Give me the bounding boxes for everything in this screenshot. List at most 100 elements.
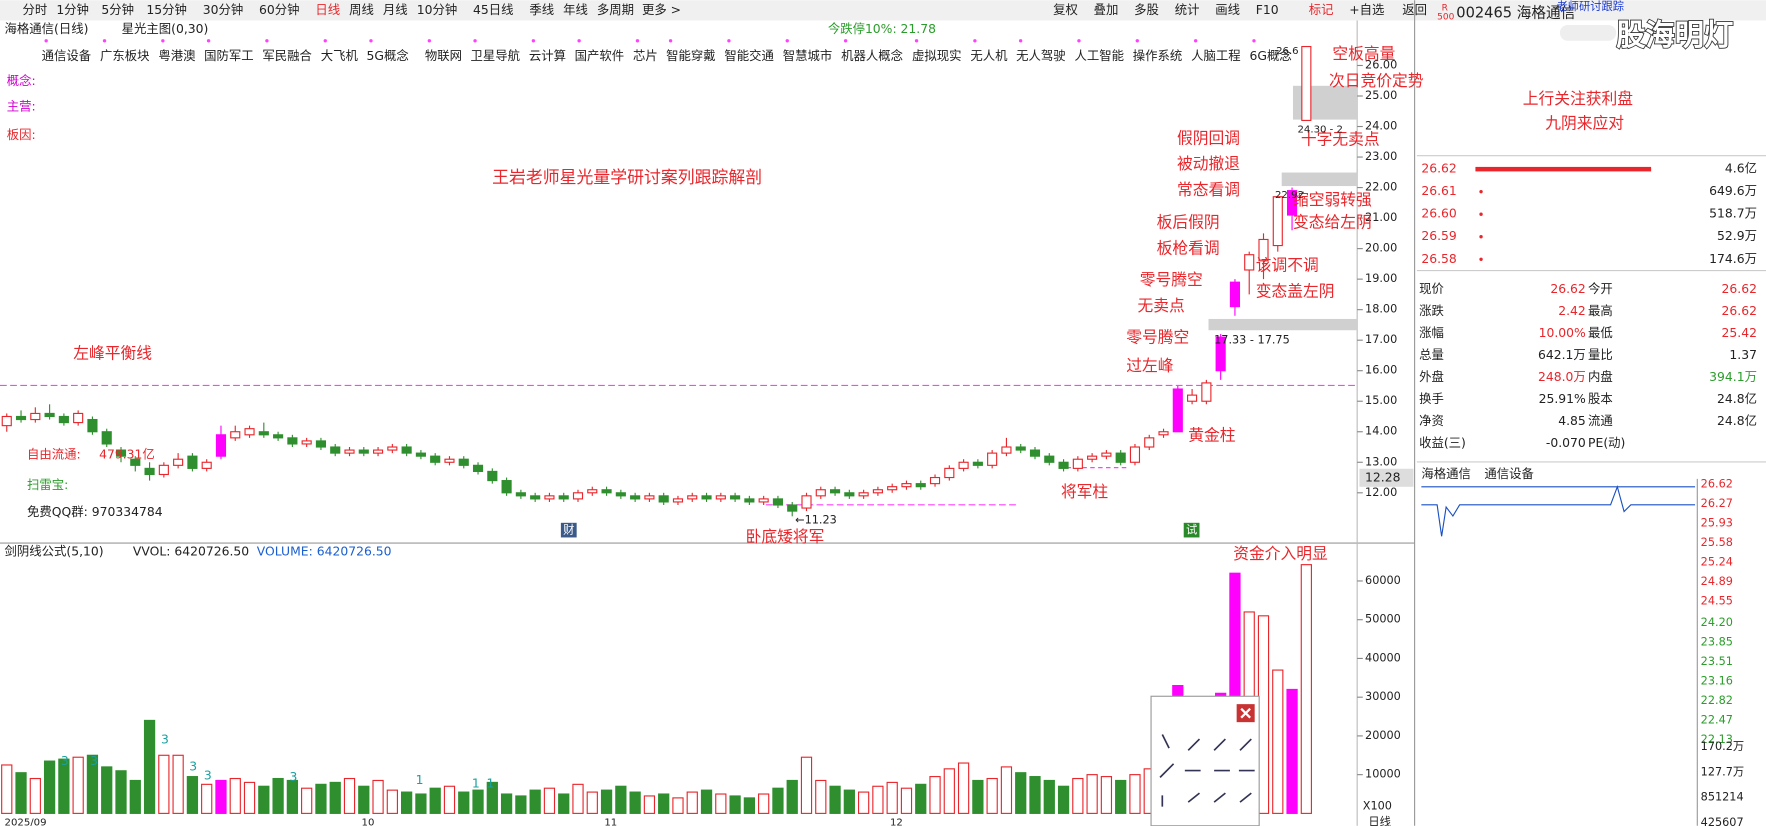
concept-tag: 广东板块 (100, 49, 150, 63)
volume-bar (872, 785, 884, 814)
volume-bar (29, 777, 41, 814)
volume-bar (1100, 776, 1113, 814)
candle-body (1072, 458, 1083, 469)
mini-axis-label: 25.58 (1701, 536, 1733, 549)
period-tab[interactable]: 30分钟 (203, 2, 243, 17)
stock-code: 002465 海格通信 (1456, 5, 1575, 22)
toolbar-button[interactable]: 复权 (1053, 2, 1078, 17)
period-tab[interactable]: 15分钟 (146, 2, 187, 17)
period-tab[interactable]: 分时 (23, 3, 48, 17)
volume-bar (372, 779, 384, 814)
toolbar-button[interactable]: 标记 (1309, 3, 1334, 17)
candle-body (30, 412, 41, 421)
period-tab[interactable]: 日线 (315, 3, 340, 17)
candle-body (444, 458, 455, 463)
volume-bar (315, 783, 327, 814)
toolbar-button[interactable]: F10 (1256, 3, 1279, 17)
close-icon (1240, 707, 1251, 719)
candle-body (1115, 452, 1126, 463)
candle-body (1258, 238, 1269, 262)
concept-tag: 虚拟现实 (912, 48, 962, 63)
quote-label: 今开 (1588, 281, 1613, 296)
y-tick-label: 24.00 (1365, 120, 1397, 133)
candle-body (401, 446, 412, 454)
candle-body (958, 461, 969, 469)
limit-label: 今跌停10%: 21.78 (828, 21, 936, 36)
period-tab[interactable]: 多周期 (597, 3, 634, 17)
period-tab[interactable]: 年线 (563, 3, 588, 17)
volume-bar (957, 762, 970, 814)
signal: 3 (61, 754, 69, 768)
price-label: 17.33 - 17.75 (1214, 333, 1290, 346)
candle-body (415, 452, 426, 457)
period-tab[interactable]: 45日线 (473, 3, 514, 17)
volume-bar (229, 777, 241, 814)
side-label: 主营: (7, 100, 36, 114)
bid-dot (1479, 189, 1483, 194)
toolbar-button[interactable]: 画线 (1215, 3, 1240, 17)
volume-bar (1272, 669, 1284, 814)
volume-bar (301, 787, 313, 814)
period-tab[interactable]: 月线 (383, 3, 408, 17)
y-tick-label: 17.00 (1365, 333, 1397, 346)
volume-bar (743, 797, 756, 814)
toolbar-button[interactable]: 统计 (1175, 3, 1200, 17)
candle-body (101, 431, 112, 445)
period-tab[interactable]: 60分钟 (259, 2, 300, 17)
toolbar-button[interactable]: +自选 (1349, 3, 1384, 17)
concept-dot (265, 39, 269, 43)
candle-body (73, 412, 84, 424)
y2-tick-label: 20000 (1365, 729, 1401, 742)
mini-header: 通信设备 (1484, 466, 1534, 481)
candle-body (872, 489, 883, 494)
annotation: 无卖点 (1138, 296, 1185, 315)
quote-label: PE(动) (1588, 436, 1625, 450)
period-tab[interactable]: 1分钟 (56, 2, 89, 17)
period-tab[interactable]: 更多 > (642, 3, 681, 17)
note: 九阴来应对 (1545, 114, 1624, 133)
mini-axis-label: 26.62 (1701, 478, 1733, 491)
quote-value: 26.62 (1722, 282, 1757, 296)
y2-tick-label: 60000 (1365, 574, 1401, 587)
bid-volume: 4.6亿 (1725, 161, 1757, 176)
mini-axis-label: 24.89 (1701, 575, 1733, 588)
concept-dot (102, 39, 107, 43)
concept-dot (206, 39, 211, 43)
period-tab[interactable]: 周线 (349, 3, 374, 17)
annotation: 零号腾空 (1140, 270, 1203, 289)
bid-volume: 649.6万 (1709, 184, 1757, 198)
candle-body (587, 489, 598, 494)
toolbar-button[interactable]: 叠加 (1094, 3, 1119, 17)
annotation: 假阴回调 (1177, 128, 1240, 147)
signal: 3 (204, 769, 212, 783)
x-tick-label: 11 (604, 817, 617, 826)
period-tab[interactable]: 季线 (529, 3, 554, 17)
toolbar-button[interactable]: 多股 (1134, 3, 1159, 17)
volume-bar (786, 779, 798, 814)
concept-dot (161, 39, 165, 43)
candle-body (1129, 446, 1141, 463)
candle-body (430, 455, 441, 463)
candle-body (44, 412, 55, 418)
volume-bar (915, 783, 927, 814)
concept-tag: 5G概念 (366, 48, 408, 63)
volume-bar (515, 795, 527, 814)
volume-bar (43, 760, 56, 814)
period-tab[interactable]: 10分钟 (417, 2, 458, 17)
candle-body (115, 449, 127, 457)
quote-value: 24.8亿 (1717, 413, 1757, 428)
volume-bar (243, 781, 256, 814)
side-label: 概念: (7, 73, 36, 88)
annotation: 资金介入明显 (1233, 544, 1328, 563)
mini-axis-label: 851214 (1701, 791, 1744, 804)
mini-axis-label: 23.85 (1701, 636, 1733, 649)
period-tab[interactable]: 5分钟 (101, 2, 134, 17)
volume-bar (1, 764, 13, 814)
candle-body (630, 495, 641, 500)
candle-body (372, 449, 384, 454)
quote-value: 248.0万 (1538, 370, 1586, 384)
candle-body (1201, 382, 1212, 402)
mini-axis-label: 25.93 (1701, 516, 1733, 529)
annotation: 次日竞价定势 (1329, 71, 1424, 90)
candle-body (201, 461, 212, 469)
